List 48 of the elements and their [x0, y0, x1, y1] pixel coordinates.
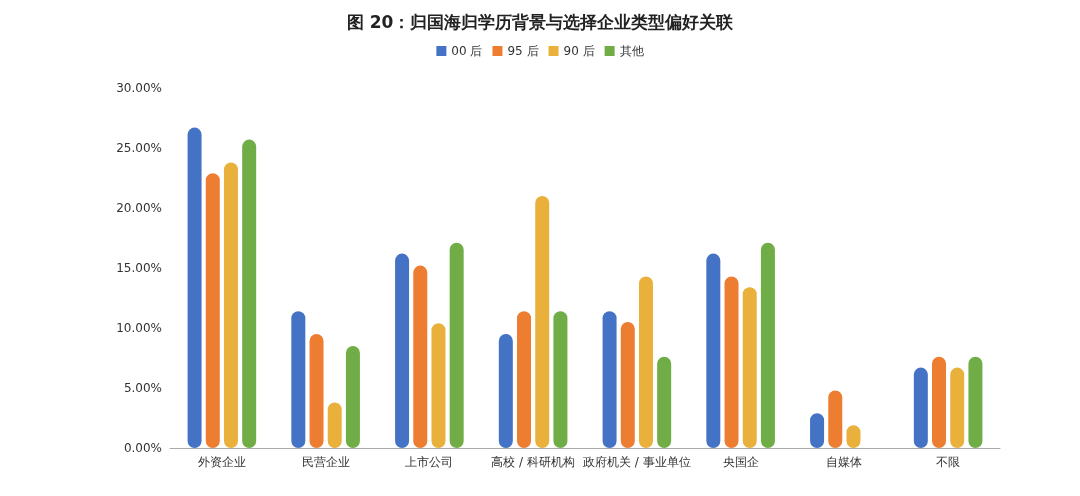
x-tick-label: 自媒体 [826, 455, 863, 469]
x-tick-label: 央国企 [722, 455, 759, 469]
bar [742, 287, 757, 448]
bar [602, 311, 617, 448]
x-tick-label: 外资企业 [197, 455, 246, 469]
y-tick-label: 20.00% [116, 201, 162, 215]
bar [431, 323, 446, 448]
bar [657, 356, 672, 448]
bar [413, 265, 428, 448]
bar [553, 311, 568, 448]
bar [913, 367, 928, 448]
y-tick-label: 0.00% [123, 441, 162, 455]
bar [242, 139, 257, 448]
bar [345, 346, 360, 448]
bar [291, 311, 306, 448]
bar [932, 356, 947, 448]
y-tick-label: 5.00% [123, 381, 162, 395]
bar [620, 322, 635, 448]
x-tick-label: 高校 / 科研机构 [491, 455, 575, 469]
bar [187, 127, 202, 448]
bar [968, 356, 983, 448]
y-tick-label: 15.00% [116, 261, 162, 275]
legend-label: 00 后 [451, 44, 483, 58]
chart-title: 图 20：归国海归学历背景与选择企业类型偏好关联 [346, 11, 735, 32]
legend-label: 95 后 [507, 44, 539, 58]
bar [706, 253, 721, 448]
bar [950, 367, 965, 448]
bar [724, 276, 739, 448]
bar [205, 173, 220, 448]
y-tick-label: 30.00% [116, 81, 162, 95]
legend-label: 90 后 [563, 44, 595, 58]
bar [517, 311, 532, 448]
bar [828, 390, 843, 448]
bar [638, 276, 653, 448]
bar [449, 242, 464, 448]
bar [309, 334, 324, 448]
y-tick-label: 25.00% [116, 141, 162, 155]
bar [498, 334, 513, 448]
bar [223, 162, 238, 448]
legend-label: 其他 [619, 44, 644, 58]
bar [535, 196, 550, 448]
bar [760, 242, 775, 448]
x-tick-label: 民营企业 [301, 455, 350, 469]
x-tick-label: 政府机关 / 事业单位 [583, 455, 691, 469]
bar [395, 253, 410, 448]
x-tick-label: 上市公司 [405, 455, 454, 469]
x-tick-label: 不限 [936, 455, 961, 469]
y-tick-label: 10.00% [116, 321, 162, 335]
